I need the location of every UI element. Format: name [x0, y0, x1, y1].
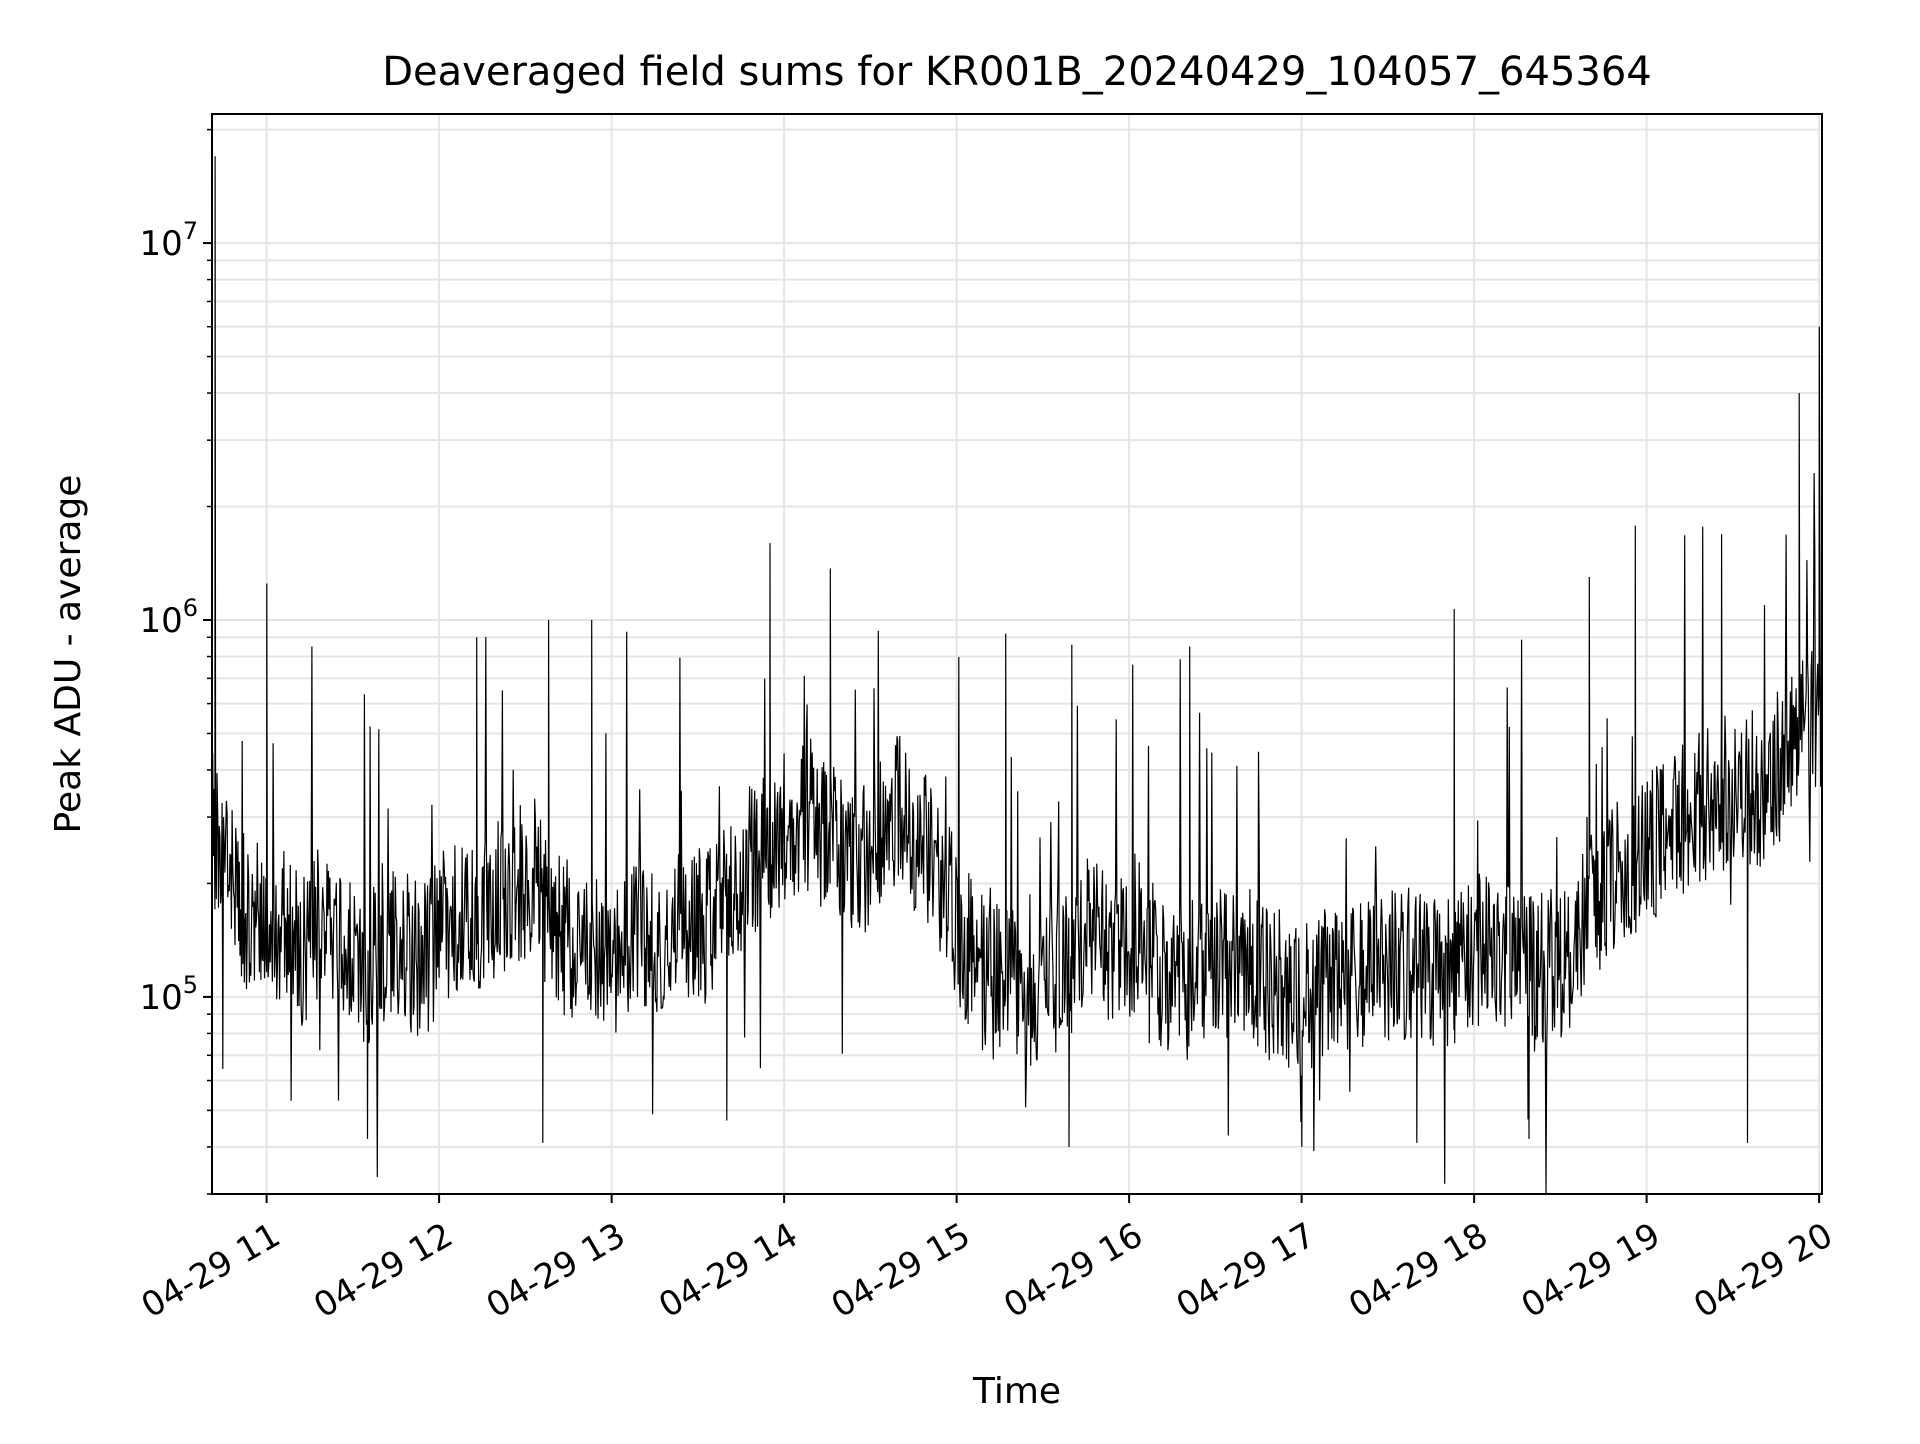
plot-frame [211, 113, 1823, 1195]
chart-title: Deaveraged field sums for KR001B_2024042… [382, 49, 1652, 95]
plot-area [211, 156, 1823, 1194]
series-line [211, 156, 1823, 1194]
x-axis-label: Time [972, 1371, 1061, 1412]
grid [212, 114, 1822, 1195]
y-tick-label: 105 [139, 971, 198, 1018]
y-axis-label: Peak ADU - average [48, 475, 89, 834]
y-tick-label: 106 [139, 594, 198, 641]
y-tick-label: 107 [139, 217, 198, 264]
